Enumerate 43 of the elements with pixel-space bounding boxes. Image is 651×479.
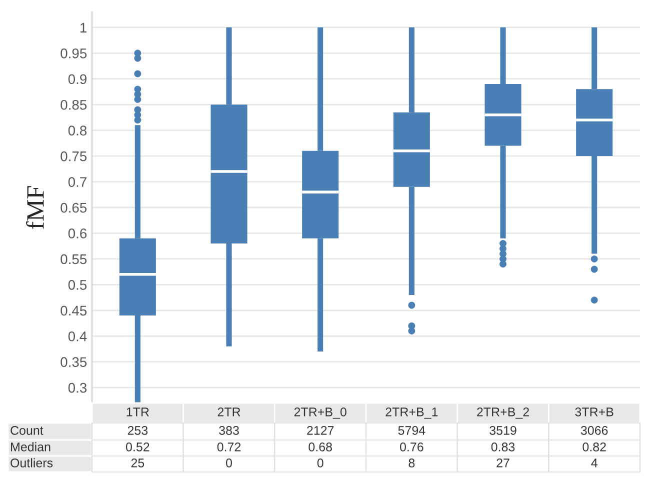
x-tick-label: 3TR+B — [575, 408, 614, 416]
y-tick-label: 0.8 — [68, 126, 87, 136]
y-tick-label: 0.85 — [60, 100, 87, 110]
text: 0.82 — [582, 442, 606, 452]
text: 0.83 — [491, 442, 515, 452]
y-tick-label: 0.75 — [60, 151, 87, 162]
y-tick-label: 0.9 — [68, 74, 86, 84]
text: 8 — [408, 458, 415, 468]
x-tick-label: 2TR+B_1 — [386, 408, 438, 419]
text: Outliers — [10, 458, 53, 468]
text: 3066 — [580, 426, 608, 435]
y-axis-title: fMF — [26, 186, 44, 229]
y-tick-label: 0.4 — [68, 331, 87, 342]
y-tick-label: 0.55 — [60, 254, 87, 264]
x-tick-label: 2TR+B_0 — [294, 408, 346, 419]
text: 0 — [226, 458, 232, 468]
y-tick-label: 0.65 — [60, 202, 87, 213]
text: 4 — [591, 458, 598, 468]
text: 0.76 — [400, 442, 424, 452]
text: 25 — [131, 458, 144, 468]
y-tick-label: 0.5 — [68, 280, 87, 290]
text: 253 — [128, 426, 148, 435]
text: 383 — [219, 426, 239, 435]
y-tick-label: 0.95 — [60, 48, 87, 58]
text: Count — [10, 426, 44, 435]
y-tick-label: 1 — [80, 22, 86, 32]
text: 3519 — [490, 426, 516, 435]
y-tick-label: 0.6 — [68, 228, 87, 238]
x-tick-label: 1TR — [126, 408, 149, 416]
y-tick-label: 0.7 — [68, 177, 86, 187]
y-tick-label: 0.35 — [60, 357, 87, 368]
text: 0 — [317, 458, 324, 468]
text: 5794 — [398, 426, 426, 435]
text: 2127 — [307, 426, 334, 435]
y-tick-label: 0.45 — [60, 306, 87, 316]
text: 0.72 — [217, 442, 241, 452]
text: Median — [11, 442, 50, 452]
x-tick-label: 2TR — [218, 408, 240, 416]
text: 0.52 — [126, 442, 150, 452]
text: 27 — [496, 458, 510, 468]
text: 0.68 — [308, 442, 332, 452]
x-tick-label: 2TR+B_2 — [477, 408, 529, 419]
y-tick-label: 0.3 — [68, 382, 87, 393]
